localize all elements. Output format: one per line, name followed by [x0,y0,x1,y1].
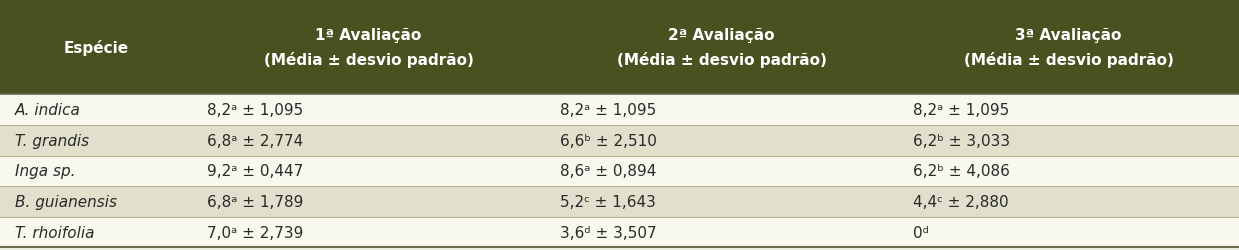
Text: 8,6ᵃ ± 0,894: 8,6ᵃ ± 0,894 [560,164,657,179]
Text: 3,6ᵈ ± 3,507: 3,6ᵈ ± 3,507 [560,225,657,240]
Text: 7,0ᵃ ± 2,739: 7,0ᵃ ± 2,739 [207,225,304,240]
Text: 3ª Avaliação: 3ª Avaliação [1016,28,1121,42]
Text: 1ª Avaliação: 1ª Avaliação [316,28,421,42]
Text: 9,2ᵃ ± 0,447: 9,2ᵃ ± 0,447 [207,164,304,179]
Text: (Média ± desvio padrão): (Média ± desvio padrão) [964,52,1173,68]
Text: (Média ± desvio padrão): (Média ± desvio padrão) [264,52,473,68]
Text: Espécie: Espécie [63,40,129,56]
Text: 4,4ᶜ ± 2,880: 4,4ᶜ ± 2,880 [913,194,1009,209]
Text: 6,8ᵃ ± 2,774: 6,8ᵃ ± 2,774 [207,133,304,148]
Text: 5,2ᶜ ± 1,643: 5,2ᶜ ± 1,643 [560,194,655,209]
Text: 8,2ᵃ ± 1,095: 8,2ᵃ ± 1,095 [560,103,657,118]
Bar [0,126,1239,156]
Text: Inga sp.: Inga sp. [15,164,76,179]
Text: 8,2ᵃ ± 1,095: 8,2ᵃ ± 1,095 [913,103,1010,118]
Text: T. grandis: T. grandis [15,133,89,148]
Text: 0ᵈ: 0ᵈ [913,225,929,240]
Text: (Média ± desvio padrão): (Média ± desvio padrão) [617,52,826,68]
Bar [0,156,1239,186]
Text: T. rhoifolia: T. rhoifolia [15,225,94,240]
Text: B. guianensis: B. guianensis [15,194,116,209]
Text: 8,2ᵃ ± 1,095: 8,2ᵃ ± 1,095 [207,103,304,118]
Text: 6,6ᵇ ± 2,510: 6,6ᵇ ± 2,510 [560,133,657,148]
Text: 2ª Avaliação: 2ª Avaliação [669,28,774,42]
Bar [0,217,1239,248]
Bar [0,95,1239,126]
Text: 6,8ᵃ ± 1,789: 6,8ᵃ ± 1,789 [207,194,304,209]
Bar [0,186,1239,217]
Text: 6,2ᵇ ± 3,033: 6,2ᵇ ± 3,033 [913,133,1010,148]
Text: A. indica: A. indica [15,103,81,118]
Text: 6,2ᵇ ± 4,086: 6,2ᵇ ± 4,086 [913,164,1010,179]
Bar [0,0,1239,95]
